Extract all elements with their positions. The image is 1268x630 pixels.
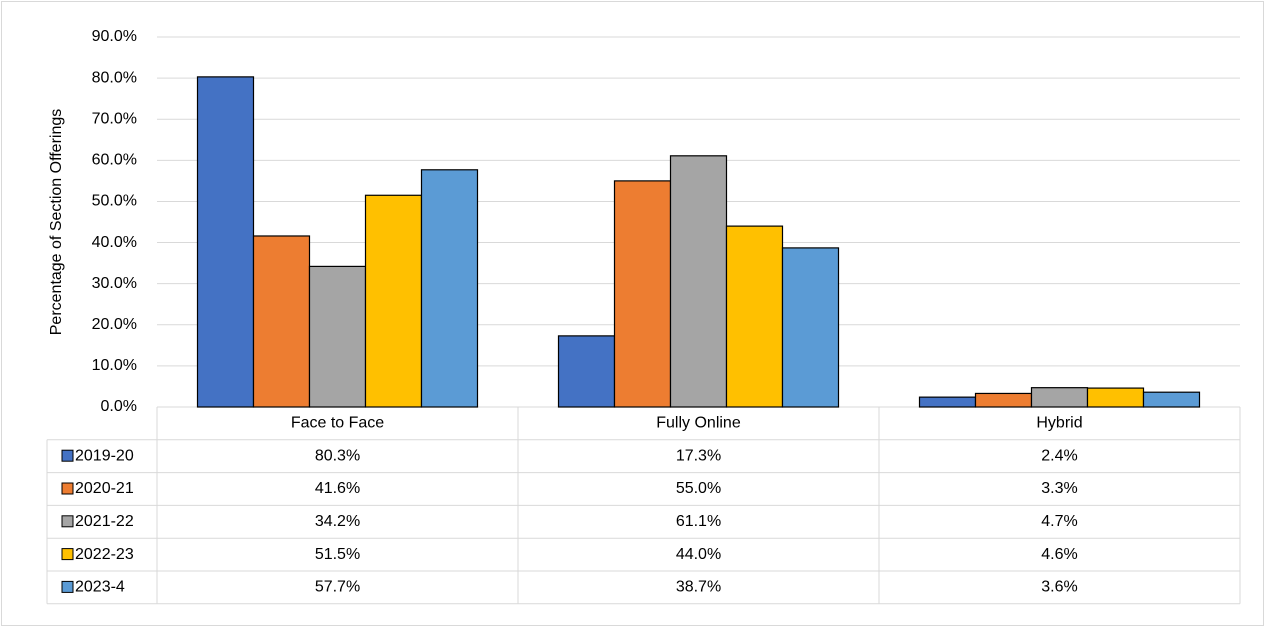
- bar: [364, 194, 423, 408]
- bar: [308, 265, 367, 408]
- table-value: 4.6%: [1041, 546, 1077, 563]
- x-tick-label: Fully Online: [656, 415, 741, 432]
- x-tick-label: Face to Face: [291, 415, 384, 432]
- table-value: 38.7%: [676, 579, 721, 596]
- legend-key: [61, 515, 74, 528]
- y-tick-label: 30.0%: [92, 275, 137, 292]
- table-value: 80.3%: [315, 447, 360, 464]
- legend-label: 2020-21: [75, 480, 134, 497]
- bar: [196, 76, 255, 408]
- legend-key: [61, 580, 74, 593]
- table-value: 34.2%: [315, 513, 360, 530]
- table-value: 3.3%: [1041, 480, 1077, 497]
- table-value: 41.6%: [315, 480, 360, 497]
- legend-key: [61, 548, 74, 561]
- table-value: 61.1%: [676, 513, 721, 530]
- bar: [781, 247, 840, 408]
- table-value: 3.6%: [1041, 579, 1077, 596]
- bar: [725, 225, 784, 408]
- y-tick-label: 10.0%: [92, 357, 137, 374]
- y-tick-label: 50.0%: [92, 193, 137, 210]
- legend-key: [61, 482, 74, 495]
- bar: [1086, 387, 1145, 408]
- y-tick-label: 70.0%: [92, 110, 137, 127]
- legend-label: 2021-22: [75, 513, 134, 530]
- table-value: 17.3%: [676, 447, 721, 464]
- y-tick-label: 20.0%: [92, 316, 137, 333]
- bar: [974, 392, 1033, 408]
- bar: [1142, 391, 1201, 408]
- table-value: 4.7%: [1041, 513, 1077, 530]
- table-value: 55.0%: [676, 480, 721, 497]
- bar: [669, 155, 728, 408]
- y-axis-label: Percentage of Section Offerings: [48, 109, 65, 336]
- legend-key: [61, 449, 74, 462]
- table-value: 51.5%: [315, 546, 360, 563]
- legend-label: 2023-4: [75, 579, 125, 596]
- bar: [918, 396, 977, 408]
- bar: [613, 180, 672, 408]
- y-tick-label: 60.0%: [92, 152, 137, 169]
- bar: [557, 335, 616, 408]
- x-tick-label: Hybrid: [1036, 415, 1082, 432]
- legend-label: 2022-23: [75, 546, 134, 563]
- bar: [420, 169, 479, 408]
- y-tick-label: 0.0%: [101, 398, 137, 415]
- table-value: 57.7%: [315, 579, 360, 596]
- table-value: 44.0%: [676, 546, 721, 563]
- y-tick-label: 90.0%: [92, 28, 137, 45]
- y-tick-label: 40.0%: [92, 234, 137, 251]
- y-tick-label: 80.0%: [92, 69, 137, 86]
- bar: [252, 235, 311, 408]
- legend-label: 2019-20: [75, 447, 134, 464]
- table-value: 2.4%: [1041, 447, 1077, 464]
- bar: [1030, 387, 1089, 408]
